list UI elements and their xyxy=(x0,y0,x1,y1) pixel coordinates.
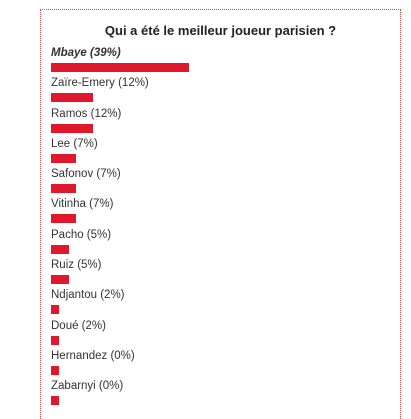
poll-bar xyxy=(51,335,59,345)
poll-option-label: Pacho (5%) xyxy=(51,228,112,241)
poll-option: Vitinha (7%) xyxy=(51,198,390,228)
poll-option-label: Ndjantou (2%) xyxy=(51,289,125,302)
poll-option-label: Doué (2%) xyxy=(51,319,106,332)
poll-option-label: Hernandez (0%) xyxy=(51,349,135,362)
poll-bar xyxy=(51,305,59,315)
poll-bar xyxy=(51,63,189,72)
poll-option: Ruiz (5%) xyxy=(51,259,390,289)
poll-option-label: Ruiz (5%) xyxy=(51,259,102,272)
poll-option: Pacho (5%) xyxy=(51,229,390,259)
poll-bar xyxy=(51,123,93,133)
poll-option: Hernandez (0%) xyxy=(51,350,390,380)
poll-option-label: Ramos (12%) xyxy=(51,107,122,120)
poll-options: Mbaye (39%) Zaïre-Emery (12%) Ramos (12%) L… xyxy=(51,47,390,411)
poll-bar xyxy=(51,396,59,406)
poll-title: Qui a été le meilleur joueur parisien ? xyxy=(104,23,337,38)
poll-option-label: Lee (7%) xyxy=(51,137,98,150)
poll-option-label: Zaïre-Emery (12%) xyxy=(51,77,149,90)
poll-bar xyxy=(51,153,76,163)
poll-bar xyxy=(51,184,76,194)
poll-option-label: Zabarnyi (0%) xyxy=(51,380,124,393)
poll-bar xyxy=(51,365,59,375)
poll-bar xyxy=(51,214,76,224)
poll-bar xyxy=(51,93,93,103)
poll-option: Mbaye (39%) xyxy=(51,47,390,77)
poll-bar xyxy=(51,244,69,254)
poll-option: Zaïre-Emery (12%) xyxy=(51,77,390,107)
poll-option: Ramos (12%) xyxy=(51,108,390,138)
poll-option-label: Mbaye (39%) xyxy=(51,47,121,59)
poll-option-label: Vitinha (7%) xyxy=(51,198,114,211)
poll-option-label: Safonov (7%) xyxy=(51,168,121,181)
poll-option: Doué (2%) xyxy=(51,320,390,350)
poll-option: Zabarnyi (0%) xyxy=(51,380,390,410)
poll-option: Safonov (7%) xyxy=(51,168,390,198)
poll-option: Ndjantou (2%) xyxy=(51,289,390,319)
poll-widget: Qui a été le meilleur joueur parisien ? … xyxy=(40,9,401,419)
poll-option: Lee (7%) xyxy=(51,138,390,168)
poll-bar xyxy=(51,275,69,285)
